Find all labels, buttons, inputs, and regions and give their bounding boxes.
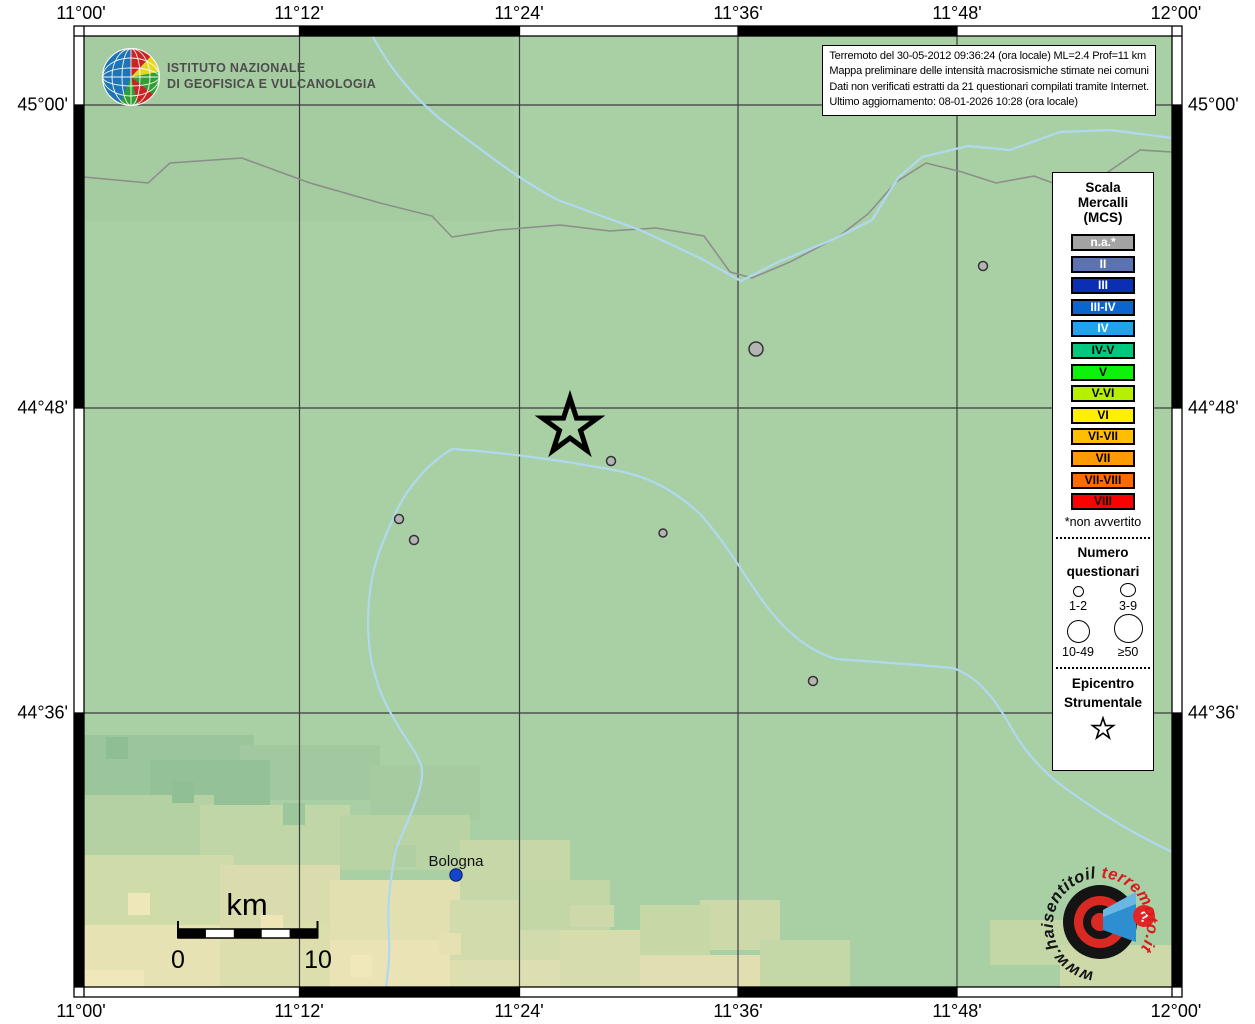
epicenter-star-icon [534, 389, 606, 458]
hsit-watermark-logo: ? www.haisentitoil terremoto.it [1039, 864, 1161, 986]
ingv-logo-text: ISTITUTO NAZIONALE DI GEOFISICA E VULCAN… [167, 60, 376, 92]
axis-tick-label: 11°24' [494, 1001, 544, 1021]
event-info-line: Ultimo aggiornamento: 08-01-2026 10:28 (… [829, 96, 1078, 109]
axis-tick-label: 44°48' [1188, 397, 1239, 418]
rivers [366, 36, 1172, 987]
mcs-chip-vii: VII [1071, 449, 1135, 467]
ingv-logo-line2: DI GEOFISICA E VULCANOLOGIA [167, 77, 377, 91]
questionnaire-size-circle [1120, 582, 1136, 597]
questionnaire-size-item: 3-9 [1103, 582, 1153, 613]
mcs-chip-viii: VIII [1071, 493, 1135, 511]
city-label: Bologna [428, 853, 484, 870]
map-terrain: Bologna km 0 10 [84, 36, 1172, 987]
questionnaire-size-circle [1072, 585, 1084, 597]
legend-title: (MCS) [1083, 210, 1123, 225]
legend-separator [1056, 536, 1150, 539]
mcs-chip-iv-v: IV-V [1071, 341, 1135, 359]
scale-bar-end: 10 [304, 946, 332, 974]
map-frame [73, 25, 1183, 998]
observation-point [605, 455, 617, 467]
legend-title: Scala [1085, 180, 1121, 195]
legend-separator [1056, 666, 1150, 669]
event-info-line: Dati non verificati estratti da 21 quest… [829, 80, 1149, 93]
questionnaire-size-circle [1066, 619, 1090, 643]
questionnaire-size-label: 10-49 [1062, 644, 1094, 659]
axis-tick-label: 11°00' [56, 1001, 106, 1021]
observation-point [658, 528, 668, 538]
scale-bar-start: 0 [171, 946, 185, 974]
scale-bar-unit: km [226, 887, 267, 922]
questionnaire-size-item: 1-2 [1053, 583, 1103, 613]
questionnaire-size-key: 1-2 3-9 10-49 ≥50 [1053, 582, 1153, 659]
scale-bar: km 0 10 [171, 887, 332, 974]
axis-tick-label: 11°00' [56, 3, 106, 23]
ingv-logo-globe [102, 48, 160, 106]
axis-tick-label: 11°12' [274, 3, 324, 23]
event-info-line: Terremoto del 30-05-2012 09:36:24 (ora l… [829, 50, 1146, 62]
province-boundary [84, 149, 1172, 279]
observation-point [393, 513, 405, 525]
questionnaire-section-title: Numero [1077, 544, 1129, 560]
city-dot [449, 868, 463, 882]
mcs-chip-v: V [1071, 363, 1135, 381]
axis-tick-label: 11°12' [274, 1001, 324, 1021]
mcs-chip-iii-iv: III-IV [1071, 298, 1135, 316]
axis-tick-label: 12°00' [1150, 3, 1202, 23]
axis-tick-label: 44°36' [17, 702, 68, 723]
question-badge-glyph: ? [1137, 908, 1150, 927]
legend-title: Mercalli [1077, 195, 1129, 210]
axis-tick-label: 11°24' [494, 3, 544, 23]
questionnaire-size-item: ≥50 [1103, 613, 1153, 659]
terrain-hills [84, 735, 1172, 987]
observation-point [977, 260, 989, 272]
legend-panel: Scala Mercalli (MCS) n.a.* II III III-IV IV I… [1052, 172, 1154, 771]
event-info-box: Terremoto del 30-05-2012 09:36:24 (ora l… [822, 45, 1156, 116]
epicenter-section-title: Strumentale [1063, 694, 1143, 710]
mcs-chip-vi-vii: VI-VII [1071, 428, 1135, 446]
questionnaire-size-circle [1113, 613, 1143, 643]
axis-tick-label: 44°48' [17, 397, 68, 418]
legend-footnote: *non avvertito [1064, 514, 1142, 529]
observation-point [408, 534, 420, 546]
graticule [84, 36, 1172, 987]
mcs-chip-n-a-: n.a.* [1071, 234, 1135, 251]
event-info-line: Mappa preliminare delle intensità macros… [829, 65, 1149, 78]
axis-tick-label: 45°00' [1188, 94, 1239, 115]
questionnaire-size-label: 3-9 [1118, 598, 1138, 613]
observation-point [748, 341, 764, 357]
observation-point [807, 675, 819, 687]
axis-tick-label: 11°36' [713, 3, 763, 23]
question-badge [1133, 905, 1155, 927]
mcs-chip-iv: IV [1071, 320, 1135, 338]
questionnaire-size-item: 10-49 [1053, 613, 1103, 659]
mcs-chip-vii-viii: VII-VIII [1071, 471, 1135, 489]
mcs-chip-v-vi: V-VI [1071, 385, 1135, 403]
axis-tick-label: 45°00' [17, 94, 68, 115]
axis-tick-label: 11°48' [932, 1001, 982, 1021]
questionnaire-section-title: questionari [1066, 563, 1140, 579]
questionnaire-size-label: ≥50 [1117, 644, 1139, 659]
axis-tick-label: 44°36' [1188, 702, 1239, 723]
city-marker-bologna: Bologna [428, 853, 484, 882]
mcs-scale-list: n.a.* II III III-IV IV IV-V V V-VI VI VI-VII VII VI… [1053, 234, 1153, 511]
mcs-chip-ii: II [1071, 255, 1135, 273]
epicenter-star-key-icon [1090, 715, 1116, 740]
mcs-chip-iii: III [1071, 277, 1135, 295]
questionnaire-size-label: 1-2 [1068, 598, 1088, 613]
axis-tick-label: 12°00' [1150, 1001, 1202, 1021]
observation-points [393, 260, 989, 687]
mcs-chip-vi: VI [1071, 406, 1135, 424]
ingv-logo-line1: ISTITUTO NAZIONALE [167, 61, 306, 75]
axis-tick-label: 11°48' [932, 3, 982, 23]
epicenter-section-title: Epicentro [1071, 675, 1135, 691]
axis-tick-label: 11°36' [713, 1001, 763, 1021]
